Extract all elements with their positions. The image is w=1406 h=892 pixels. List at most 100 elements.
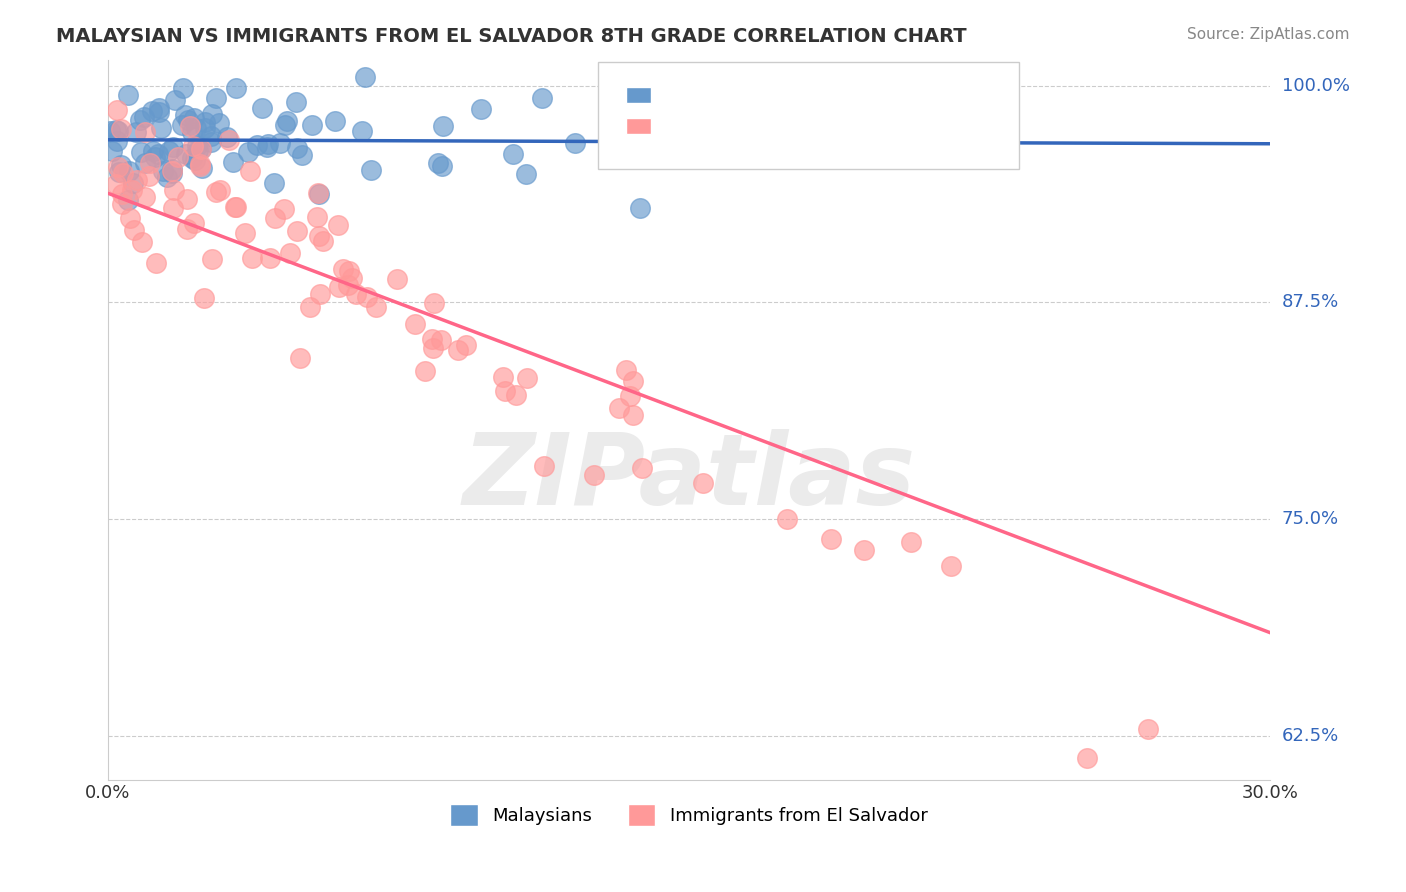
Text: 62.5%: 62.5% bbox=[1281, 727, 1339, 745]
Malaysians bbox=[146, 147, 169, 161]
Malaysians bbox=[148, 101, 170, 115]
Malaysians bbox=[257, 136, 280, 151]
Immigrants from El Salvador bbox=[298, 300, 321, 314]
Immigrants from El Salvador bbox=[494, 384, 516, 399]
Immigrants from El Salvador bbox=[162, 163, 184, 178]
Malaysians bbox=[432, 160, 454, 174]
Immigrants from El Salvador bbox=[134, 190, 156, 204]
Malaysians bbox=[134, 155, 156, 169]
Malaysians bbox=[160, 162, 183, 177]
Immigrants from El Salvador bbox=[111, 186, 134, 201]
Malaysians bbox=[107, 124, 129, 138]
Immigrants from El Salvador bbox=[941, 559, 963, 574]
Immigrants from El Salvador bbox=[429, 333, 451, 347]
Malaysians bbox=[432, 119, 454, 133]
Malaysians bbox=[250, 101, 273, 115]
Malaysians bbox=[564, 136, 586, 150]
Immigrants from El Salvador bbox=[387, 272, 409, 286]
Immigrants from El Salvador bbox=[356, 289, 378, 303]
Immigrants from El Salvador bbox=[853, 543, 876, 558]
Immigrants from El Salvador bbox=[111, 197, 134, 211]
Immigrants from El Salvador bbox=[131, 235, 153, 249]
Malaysians bbox=[125, 125, 148, 139]
Malaysians bbox=[163, 93, 186, 107]
Immigrants from El Salvador bbox=[415, 364, 437, 378]
Text: ZIPatlas: ZIPatlas bbox=[463, 429, 915, 525]
Malaysians bbox=[187, 143, 209, 157]
Immigrants from El Salvador bbox=[583, 467, 606, 482]
Malaysians bbox=[222, 155, 245, 169]
Immigrants from El Salvador bbox=[201, 252, 224, 266]
Immigrants from El Salvador bbox=[340, 271, 363, 285]
Immigrants from El Salvador bbox=[105, 103, 128, 118]
Malaysians bbox=[110, 158, 132, 172]
Malaysians bbox=[172, 81, 194, 95]
Malaysians bbox=[285, 95, 308, 110]
Immigrants from El Salvador bbox=[344, 287, 367, 301]
Immigrants from El Salvador bbox=[110, 121, 132, 136]
Malaysians bbox=[301, 118, 323, 132]
Immigrants from El Salvador bbox=[446, 343, 468, 358]
Malaysians bbox=[107, 134, 129, 148]
Immigrants from El Salvador bbox=[208, 183, 231, 197]
Immigrants from El Salvador bbox=[900, 535, 922, 549]
Legend: Malaysians, Immigrants from El Salvador: Malaysians, Immigrants from El Salvador bbox=[441, 796, 936, 836]
Immigrants from El Salvador bbox=[1076, 751, 1098, 765]
Malaysians bbox=[208, 116, 231, 130]
Immigrants from El Salvador bbox=[776, 512, 799, 526]
Malaysians bbox=[100, 144, 122, 158]
Immigrants from El Salvador bbox=[288, 351, 311, 365]
Malaysians bbox=[117, 163, 139, 178]
Malaysians bbox=[117, 193, 139, 207]
Immigrants from El Salvador bbox=[176, 222, 198, 236]
Immigrants from El Salvador bbox=[188, 159, 211, 173]
Malaysians bbox=[117, 88, 139, 103]
Malaysians bbox=[276, 114, 298, 128]
Malaysians bbox=[157, 145, 180, 159]
Immigrants from El Salvador bbox=[111, 166, 134, 180]
Immigrants from El Salvador bbox=[107, 160, 129, 174]
Immigrants from El Salvador bbox=[139, 156, 162, 170]
Immigrants from El Salvador bbox=[162, 202, 184, 216]
Malaysians bbox=[238, 145, 260, 160]
Immigrants from El Salvador bbox=[273, 202, 295, 216]
Immigrants from El Salvador bbox=[224, 200, 246, 214]
Immigrants from El Salvador bbox=[337, 278, 360, 293]
Immigrants from El Salvador bbox=[105, 177, 128, 191]
Malaysians bbox=[134, 110, 156, 124]
Malaysians bbox=[145, 150, 167, 164]
Immigrants from El Salvador bbox=[619, 389, 641, 403]
Text: 100.0%: 100.0% bbox=[1281, 77, 1350, 95]
Malaysians bbox=[200, 129, 222, 144]
Immigrants from El Salvador bbox=[332, 262, 354, 277]
Malaysians bbox=[200, 106, 222, 120]
Immigrants from El Salvador bbox=[264, 211, 287, 225]
Malaysians bbox=[162, 166, 184, 180]
Malaysians bbox=[353, 70, 375, 84]
Malaysians bbox=[156, 169, 179, 184]
Immigrants from El Salvador bbox=[218, 133, 240, 147]
Immigrants from El Salvador bbox=[308, 229, 330, 244]
Malaysians bbox=[246, 137, 269, 152]
Immigrants from El Salvador bbox=[145, 256, 167, 270]
Text: Source: ZipAtlas.com: Source: ZipAtlas.com bbox=[1187, 27, 1350, 42]
Malaysians bbox=[149, 120, 172, 135]
Immigrants from El Salvador bbox=[621, 409, 644, 423]
Malaysians bbox=[515, 167, 537, 181]
Immigrants from El Salvador bbox=[328, 218, 350, 232]
Malaysians bbox=[148, 104, 170, 119]
Malaysians bbox=[184, 120, 207, 135]
Immigrants from El Salvador bbox=[183, 138, 205, 153]
Immigrants from El Salvador bbox=[621, 375, 644, 389]
Malaysians bbox=[200, 136, 222, 150]
Immigrants from El Salvador bbox=[491, 370, 513, 384]
Malaysians bbox=[173, 108, 195, 122]
Malaysians bbox=[180, 125, 202, 139]
Immigrants from El Salvador bbox=[420, 332, 443, 346]
Immigrants from El Salvador bbox=[225, 200, 247, 214]
Immigrants from El Salvador bbox=[339, 264, 361, 278]
Immigrants from El Salvador bbox=[278, 246, 301, 260]
Immigrants from El Salvador bbox=[312, 234, 335, 248]
Immigrants from El Salvador bbox=[240, 251, 263, 265]
Immigrants from El Salvador bbox=[285, 224, 308, 238]
